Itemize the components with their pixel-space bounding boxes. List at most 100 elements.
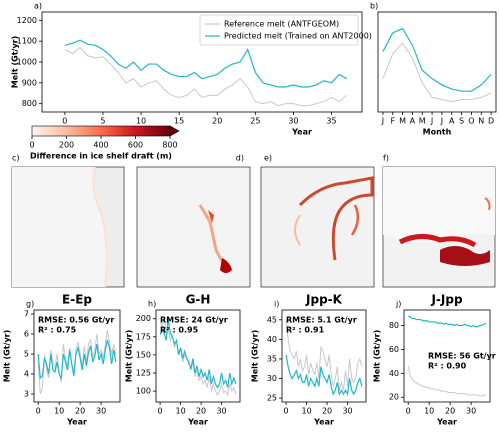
x-tick-label: 20 — [75, 407, 85, 416]
annotation: R² : 0.91 — [286, 326, 325, 335]
x-tick-label: 35 — [326, 117, 336, 126]
axes-frame — [377, 11, 497, 113]
y-axis-label: Melt (Gt/yr) — [3, 330, 12, 383]
y-axis-label: Melt (Gt/yr) — [125, 330, 134, 383]
y-tick-label: 35 — [267, 354, 277, 363]
x-tick-label: 15 — [174, 117, 184, 126]
x-tick-label: 0 — [36, 407, 41, 416]
y-axis-label: Melt (Gt/yr) — [11, 36, 20, 89]
y-tick-label: 5 — [24, 350, 29, 359]
annotation: RMSE: 5.1 Gt/yr — [286, 316, 357, 325]
panel-label: g) — [26, 300, 34, 309]
annotation: R² : 0.90 — [428, 362, 467, 371]
panel-title: E-Ep — [62, 293, 92, 307]
y-tick-label: 150 — [136, 350, 151, 359]
colorbar — [31, 125, 171, 137]
y-tick-label: 1100 — [17, 37, 37, 46]
y-tick-label: 800 — [22, 99, 37, 108]
y-tick-label: 25 — [267, 394, 277, 403]
map-d: d) — [136, 154, 251, 288]
y-tick-label: 80 — [389, 321, 399, 330]
x-tick-label: 30 — [216, 407, 226, 416]
x-tick-label: 0 — [406, 407, 411, 416]
x-tick-label: A — [410, 117, 416, 126]
x-axis-label: Year — [66, 418, 87, 427]
x-tick-label: 10 — [136, 117, 146, 126]
x-axis-label: Year — [436, 418, 457, 427]
x-tick-label: 30 — [288, 117, 298, 126]
x-tick-label: M — [399, 117, 406, 126]
legend-box — [199, 14, 359, 46]
axes-frame — [155, 309, 241, 403]
x-tick-label: F — [390, 117, 395, 126]
legend-label: Predicted melt (Trained on ANT2000) — [224, 32, 372, 41]
series-line — [407, 366, 487, 397]
y-tick-label: 45 — [267, 315, 277, 324]
axes-frame — [403, 309, 491, 403]
y-tick-label: 1200 — [17, 16, 37, 25]
y-tick-label: 30 — [267, 374, 277, 383]
x-tick-label: 0 — [158, 407, 163, 416]
colorbar-extend — [169, 125, 180, 137]
series-line — [37, 329, 117, 395]
x-tick-label: 20 — [212, 117, 222, 126]
series-line — [285, 319, 363, 391]
map-e: e) — [260, 154, 375, 288]
x-tick-label: A — [449, 117, 455, 126]
series-line — [407, 315, 487, 328]
panel-label: a) — [34, 2, 42, 11]
x-tick-label: 20 — [196, 407, 206, 416]
series-line — [382, 27, 492, 92]
series-line — [64, 46, 348, 107]
y-tick-label: 900 — [22, 78, 37, 87]
y-tick-label: 40 — [267, 335, 277, 344]
series-line — [64, 39, 348, 88]
axes-frame — [33, 309, 121, 403]
x-axis-label: Year — [187, 418, 208, 427]
panel-title: G-H — [186, 293, 211, 307]
panel-label: b) — [370, 2, 378, 11]
x-tick-label: 20 — [322, 407, 332, 416]
annotation: R² : 0.95 — [160, 326, 199, 335]
x-tick-label: O — [468, 117, 474, 126]
y-tick-label: 60 — [389, 345, 399, 354]
panel-label: i) — [274, 300, 279, 309]
x-axis-label: Year — [291, 128, 312, 137]
colorbar-tick-label: 0 — [29, 141, 34, 150]
series-line — [159, 318, 237, 389]
series-line — [37, 339, 117, 381]
annotation: RMSE: 24 Gt/yr — [160, 316, 228, 325]
colorbar-label: Difference in ice shelf draft (m) — [30, 152, 172, 161]
map-label: c) — [12, 154, 20, 163]
map-label: d) — [236, 154, 244, 163]
legend-label: Reference melt (ANTFGEOM) — [224, 20, 339, 29]
x-tick-label: J — [430, 117, 433, 126]
y-tick-label: 125 — [136, 369, 151, 378]
map-c: c) — [11, 154, 125, 288]
y-tick-label: 6 — [24, 330, 29, 339]
map-label: e) — [264, 154, 272, 163]
y-axis-label: Melt (Gt/yr) — [251, 330, 260, 383]
x-tick-label: M — [419, 117, 426, 126]
x-axis-label: Month — [423, 128, 452, 137]
x-tick-label: D — [488, 117, 494, 126]
y-tick-label: 200 — [136, 314, 151, 323]
colorbar-tick-label: 600 — [128, 141, 143, 150]
y-tick-label: 40 — [389, 369, 399, 378]
x-tick-label: S — [459, 117, 464, 126]
x-tick-label: J — [381, 117, 384, 126]
series-line — [285, 354, 363, 397]
map-label: f) — [383, 154, 389, 163]
annotation: RMSE: 0.56 Gt/yr — [38, 316, 114, 325]
series-line — [382, 42, 492, 103]
y-tick-label: 1000 — [17, 58, 37, 67]
panel-label: j) — [395, 300, 401, 309]
y-tick-label: 7 — [24, 310, 29, 319]
y-axis-label: Melt (Gt/yr) — [373, 330, 382, 383]
x-tick-label: 30 — [96, 407, 106, 416]
panel-label: h) — [148, 300, 156, 309]
colorbar-tick-label: 800 — [162, 141, 177, 150]
x-tick-label: 10 — [424, 407, 434, 416]
x-tick-label: 0 — [284, 407, 289, 416]
x-tick-label: 20 — [445, 407, 455, 416]
